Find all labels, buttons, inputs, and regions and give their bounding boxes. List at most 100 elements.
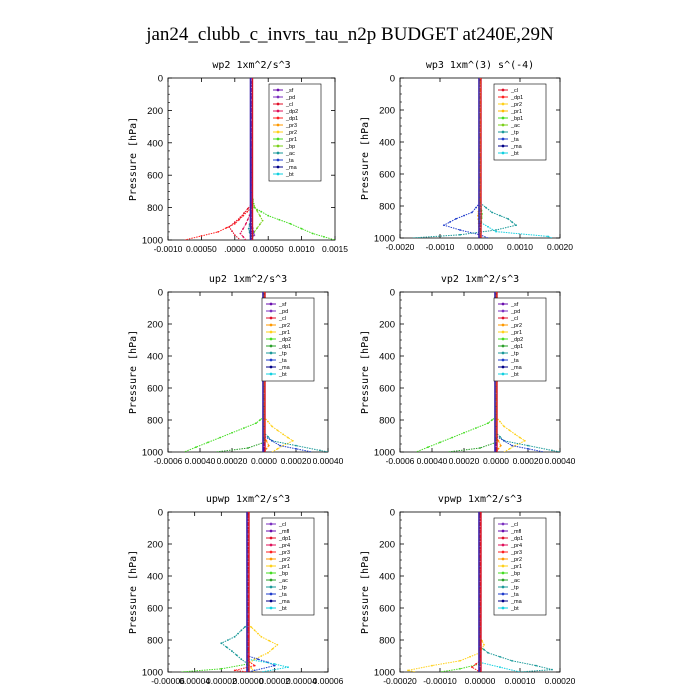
series-marker-pr1 [469, 655, 471, 658]
legend-label-pr4: _pr4 [510, 543, 522, 549]
legend-label-pr2: _pr2 [278, 557, 290, 563]
y-tick-label: 400 [147, 572, 163, 583]
legend: _sf_pd_cl_pr2_pr1_dp2_dp1_tp_ta_ma_bt [493, 297, 547, 382]
legend-marker-bp [276, 144, 280, 148]
legend-label-pr2: _pr2 [278, 323, 290, 329]
legend-label-ma: _ma [510, 599, 523, 605]
series-marker-pr2 [265, 447, 268, 450]
legend-label-pr3: _pr3 [278, 550, 290, 556]
legend-marker-cl [501, 522, 505, 526]
series-marker-cl [246, 207, 249, 210]
legend-label-dp2: _dp2 [285, 109, 298, 115]
y-tick-label: 400 [379, 138, 395, 149]
series-line-cl [228, 78, 252, 240]
series-marker-ta [527, 447, 529, 450]
legend-marker-tp [501, 130, 505, 134]
series-marker-pr2 [265, 439, 268, 442]
series-marker-ta [271, 439, 273, 442]
legend-label-tp: _tp [278, 351, 287, 357]
series-marker-ta [503, 439, 505, 442]
series-marker-ta [455, 217, 457, 220]
x-tick-label: 0.0000 [483, 456, 509, 466]
legend-label-dp1: _dp1 [285, 116, 298, 122]
series-marker-tp [491, 211, 493, 214]
x-tick-label: 0.00040 [545, 456, 576, 466]
y-tick-label: 1000 [374, 234, 395, 245]
legend-marker-dp2 [276, 109, 280, 113]
legend-marker-bt [501, 372, 505, 376]
legend-label-dp1: _dp1 [278, 344, 291, 350]
series-line-dp1 [447, 292, 497, 452]
y-tick-label: 200 [147, 540, 163, 551]
legend-label-ta: _ta [510, 358, 520, 364]
series-marker-tp [511, 221, 513, 223]
legend-marker-ta [501, 358, 505, 362]
legend-label-pr2: _pr2 [285, 130, 297, 136]
y-tick-label: 200 [147, 320, 163, 331]
series-marker-tp [507, 217, 509, 220]
series-marker-ta [475, 206, 477, 209]
legend-label-pd: _pd [510, 309, 520, 315]
series-marker-pr2 [497, 439, 500, 442]
legend-label-bp: _bp [510, 571, 520, 577]
legend-label-tp: _tp [510, 351, 519, 357]
legend-marker-ma [501, 144, 505, 148]
legend-marker-pr2 [269, 323, 273, 327]
legend-marker-pr1 [501, 330, 505, 334]
series-marker-ta [463, 214, 465, 217]
legend-label-tp: _tp [278, 585, 287, 591]
legend-label-pr3: _pr3 [510, 550, 522, 556]
y-tick-label: 0 [390, 288, 395, 299]
legend-label-bp: _bp [285, 144, 295, 150]
series-marker-dp1 [233, 222, 236, 225]
legend-label-mfl: _mfl [510, 529, 521, 535]
legend-marker-pr1 [501, 564, 505, 568]
series-marker-cl [239, 216, 242, 219]
legend-label-cl: _cl [278, 316, 286, 322]
legend-label-dp1: _dp1 [278, 536, 291, 542]
series-marker-bp [256, 227, 258, 230]
legend-label-ma: _ma [278, 365, 291, 371]
series-marker-pr1 [508, 429, 511, 432]
x-tick-label: -0.0010 [154, 244, 183, 254]
legend-marker-ma [501, 599, 505, 603]
x-tick-label: 0.00020 [217, 456, 248, 466]
series-marker-bt [487, 225, 489, 228]
legend-marker-pr2 [501, 102, 505, 106]
legend-marker-tp [501, 351, 505, 355]
y-tick-label: 1000 [142, 668, 163, 679]
legend-marker-pr3 [276, 123, 280, 127]
series-marker-tp [231, 650, 233, 653]
legend-label-pr2: _pr2 [510, 557, 522, 563]
series-marker-cl [243, 212, 246, 214]
series-marker-dp2 [231, 431, 233, 434]
legend-marker-dp2 [269, 337, 273, 341]
panel-title: wp2 1xm^2/s^3 [212, 60, 290, 71]
legend-marker-sf [276, 88, 280, 92]
x-tick-label: 0.00020 [545, 676, 576, 686]
series-marker-ta [459, 229, 461, 231]
series-marker-pr1 [519, 436, 521, 439]
legend-label-pr1: _pr1 [278, 564, 290, 570]
legend: _cl_mfl_dp1_pr4_pr3_pr2_pr1_bp_ac_tp_ta_… [493, 517, 547, 616]
series-marker-pr1 [276, 447, 279, 450]
series-marker-dp2 [245, 222, 247, 225]
series-marker-dp2 [259, 419, 261, 421]
legend-marker-mfl [269, 529, 273, 533]
legend-marker-bt [269, 372, 273, 376]
legend-label-dp1: _dp1 [510, 344, 523, 350]
series-marker-tp [267, 435, 269, 438]
series-line-dp1 [215, 292, 265, 452]
series-marker-bp [220, 667, 223, 670]
series-marker-tp [515, 224, 517, 227]
series-marker-pr1 [291, 439, 294, 442]
series-marker-dp1 [225, 226, 228, 229]
x-tick-label: .0000 [224, 244, 246, 254]
series-marker-pr1 [300, 227, 303, 230]
legend-marker-pr3 [501, 550, 505, 554]
legend-label-ta: _ta [278, 358, 288, 364]
chart-panels: wp2 1xm^2/s^3 0 200 400 600 800 1000 Pressure [… [128, 60, 576, 686]
legend-label-ma: _ma [278, 599, 291, 605]
panel-title: up2 1xm^2/s^3 [209, 274, 287, 285]
legend-marker-tp [269, 585, 273, 589]
